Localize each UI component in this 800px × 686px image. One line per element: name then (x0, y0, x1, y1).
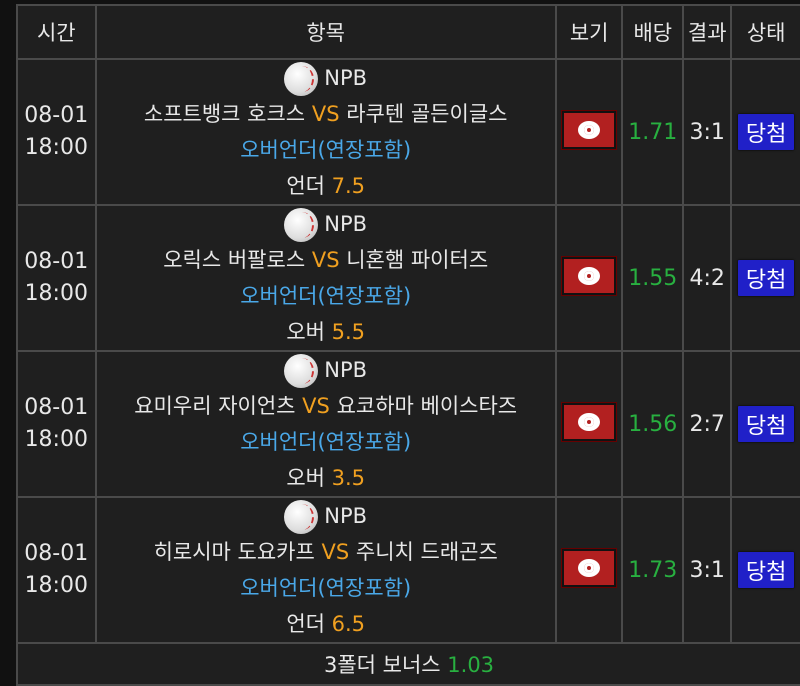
view-cell (556, 352, 622, 496)
status-badge: 당첨 (737, 552, 795, 588)
match-time: 18:00 (24, 281, 88, 306)
line: 6.5 (331, 612, 366, 636)
market-name: 오버언더(연장포함) (240, 284, 412, 308)
view-button[interactable] (562, 403, 617, 441)
view-cell (556, 206, 622, 350)
line: 7.5 (331, 174, 366, 198)
bet-row: 08-01 18:00 NPB 오릭스 버팔로스 VS 니혼햄 파이터즈 오버언더… (18, 206, 800, 350)
pick: 언더 (286, 612, 325, 636)
line: 3.5 (331, 466, 366, 490)
vs-label: VS (321, 540, 350, 564)
baseball-icon (284, 62, 319, 96)
vs-label: VS (302, 394, 330, 418)
header-time: 시간 (18, 6, 95, 58)
market-name: 오버언더(연장포함) (240, 576, 412, 600)
match-date: 08-01 (24, 395, 89, 420)
item-cell: NPB 요미우리 자이언츠 VS 요코하마 베이스타즈 오버언더(연장포함) 오… (96, 352, 555, 496)
odds: 1.55 (623, 206, 683, 350)
odds: 1.73 (623, 498, 683, 642)
vs-label: VS (311, 248, 340, 272)
item-cell: NPB 소프트뱅크 호크스 VS 라쿠텐 골든이글스 오버언더(연장포함) 언더… (96, 60, 555, 204)
eye-icon (578, 559, 601, 577)
view-button[interactable] (562, 111, 617, 149)
bet-slip-table: 시간 항목 보기 배당 결과 상태 08-01 18:00 NPB 소프트뱅크 호… (16, 4, 800, 686)
result: 2:7 (684, 352, 731, 496)
match-date: 08-01 (24, 103, 89, 128)
away-team: 주니치 드래곤즈 (355, 540, 498, 564)
home-team: 오릭스 버팔로스 (163, 248, 306, 272)
league-name: NPB (324, 504, 368, 528)
result: 3:1 (684, 60, 731, 204)
eye-icon (578, 121, 601, 139)
view-button[interactable] (562, 257, 617, 295)
vs-label: VS (311, 102, 340, 126)
match-time: 18:00 (24, 427, 88, 452)
status-badge: 당첨 (737, 406, 795, 442)
match-time: 18:00 (24, 135, 88, 160)
match-date: 08-01 (24, 541, 89, 566)
time-cell: 08-01 18:00 (18, 352, 95, 496)
away-team: 요코하마 베이스타즈 (336, 394, 518, 418)
time-cell: 08-01 18:00 (18, 498, 95, 642)
status-cell: 당첨 (732, 206, 800, 350)
match-date: 08-01 (24, 249, 89, 274)
league-name: NPB (324, 66, 368, 90)
header-row: 시간 항목 보기 배당 결과 상태 (18, 6, 800, 58)
league-name: NPB (324, 358, 368, 382)
away-team: 라쿠텐 골든이글스 (346, 102, 508, 126)
eye-icon (578, 267, 601, 285)
league-name: NPB (324, 212, 368, 236)
odds: 1.56 (623, 352, 683, 496)
header-view: 보기 (556, 6, 622, 58)
result: 4:2 (684, 206, 731, 350)
bet-row: 08-01 18:00 NPB 히로시마 도요카프 VS 주니치 드래곤즈 오버언… (18, 498, 800, 642)
pick: 언더 (286, 174, 325, 198)
status-cell: 당첨 (732, 60, 800, 204)
status-badge: 당첨 (737, 260, 795, 296)
baseball-icon (284, 208, 319, 242)
away-team: 니혼햄 파이터즈 (346, 248, 489, 272)
status-cell: 당첨 (732, 352, 800, 496)
time-cell: 08-01 18:00 (18, 206, 95, 350)
header-odds: 배당 (623, 6, 683, 58)
home-team: 히로시마 도요카프 (153, 540, 315, 564)
bet-row: 08-01 18:00 NPB 소프트뱅크 호크스 VS 라쿠텐 골든이글스 오버… (18, 60, 800, 204)
home-team: 소프트뱅크 호크스 (143, 102, 306, 126)
bet-row: 08-01 18:00 NPB 요미우리 자이언츠 VS 요코하마 베이스타즈 오… (18, 352, 800, 496)
match-time: 18:00 (24, 573, 88, 598)
bonus-value: 1.03 (447, 653, 495, 677)
time-cell: 08-01 18:00 (18, 60, 95, 204)
bonus-row: 3폴더 보너스 1.03 (18, 644, 800, 684)
eye-icon (578, 413, 601, 431)
header-result: 결과 (684, 6, 731, 58)
market-name: 오버언더(연장포함) (240, 138, 412, 162)
baseball-icon (284, 500, 319, 534)
view-button[interactable] (562, 549, 617, 587)
market-name: 오버언더(연장포함) (240, 430, 412, 454)
status-badge: 당첨 (737, 114, 795, 150)
baseball-icon (284, 354, 319, 388)
home-team: 요미우리 자이언츠 (134, 394, 296, 418)
pick: 오버 (286, 466, 325, 490)
odds: 1.71 (623, 60, 683, 204)
item-cell: NPB 히로시마 도요카프 VS 주니치 드래곤즈 오버언더(연장포함) 언더 … (96, 498, 555, 642)
view-cell (556, 498, 622, 642)
bonus-label: 3폴더 보너스 (323, 653, 441, 677)
result: 3:1 (684, 498, 731, 642)
header-item: 항목 (96, 6, 555, 58)
header-status: 상태 (732, 6, 800, 58)
line: 5.5 (331, 320, 366, 344)
item-cell: NPB 오릭스 버팔로스 VS 니혼햄 파이터즈 오버언더(연장포함) 오버 5… (96, 206, 555, 350)
status-cell: 당첨 (732, 498, 800, 642)
pick: 오버 (286, 320, 325, 344)
view-cell (556, 60, 622, 204)
